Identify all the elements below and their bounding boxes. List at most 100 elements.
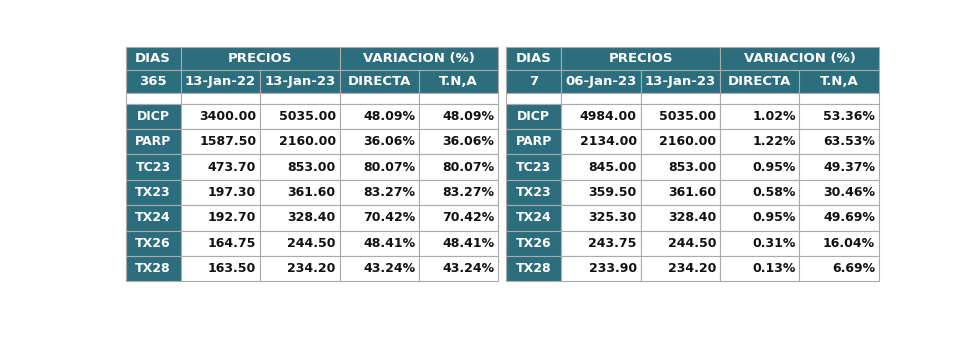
Bar	[641, 180, 720, 205]
Text: TC23: TC23	[135, 161, 171, 174]
Text: 365: 365	[139, 75, 167, 88]
Bar	[641, 205, 720, 231]
Bar	[506, 93, 562, 103]
Bar	[506, 46, 562, 70]
Bar	[340, 46, 499, 70]
Bar	[260, 129, 340, 154]
Text: 325.30: 325.30	[589, 212, 637, 224]
Text: 361.60: 361.60	[287, 186, 336, 199]
Text: TX23: TX23	[515, 186, 552, 199]
Bar	[720, 256, 800, 281]
Text: 53.36%: 53.36%	[823, 110, 875, 123]
Text: 853.00: 853.00	[287, 161, 336, 174]
Text: 0.95%: 0.95%	[753, 161, 796, 174]
Text: 43.24%: 43.24%	[442, 262, 495, 275]
Text: 853.00: 853.00	[668, 161, 716, 174]
Text: DICP: DICP	[517, 110, 550, 123]
Text: 48.09%: 48.09%	[443, 110, 495, 123]
Bar	[800, 231, 879, 256]
Bar	[641, 70, 720, 93]
Bar	[125, 129, 180, 154]
Text: DIAS: DIAS	[515, 52, 552, 65]
Text: DICP: DICP	[136, 110, 170, 123]
Bar	[125, 46, 180, 70]
Bar	[506, 180, 562, 205]
Bar	[180, 129, 260, 154]
Text: 13-Jan-23: 13-Jan-23	[265, 75, 335, 88]
Bar	[340, 70, 419, 93]
Text: 244.50: 244.50	[667, 237, 716, 250]
Bar	[720, 231, 800, 256]
Text: 163.50: 163.50	[208, 262, 257, 275]
Bar	[641, 231, 720, 256]
Text: VARIACION (%): VARIACION (%)	[363, 52, 475, 65]
Bar	[419, 70, 499, 93]
Bar	[125, 93, 180, 103]
Text: 192.70: 192.70	[208, 212, 257, 224]
Bar	[419, 256, 499, 281]
Text: DIRECTA: DIRECTA	[348, 75, 411, 88]
Bar	[180, 70, 260, 93]
Text: 7: 7	[529, 75, 538, 88]
Bar	[562, 46, 720, 70]
Bar	[562, 256, 641, 281]
Text: 43.24%: 43.24%	[363, 262, 416, 275]
Bar	[180, 103, 260, 129]
Bar	[562, 180, 641, 205]
Text: 1587.50: 1587.50	[199, 135, 257, 148]
Bar	[340, 205, 419, 231]
Bar	[125, 103, 180, 129]
Text: 36.06%: 36.06%	[443, 135, 495, 148]
Bar	[562, 129, 641, 154]
Bar	[340, 256, 419, 281]
Text: 234.20: 234.20	[287, 262, 336, 275]
Bar	[641, 93, 720, 103]
Bar	[800, 154, 879, 180]
Bar	[720, 70, 800, 93]
Bar	[800, 93, 879, 103]
Bar	[419, 129, 499, 154]
Text: 48.41%: 48.41%	[442, 237, 495, 250]
Text: 243.75: 243.75	[588, 237, 637, 250]
Text: T.N,A: T.N,A	[439, 75, 478, 88]
Bar	[180, 256, 260, 281]
Bar	[720, 103, 800, 129]
Bar	[641, 154, 720, 180]
Text: TX24: TX24	[135, 212, 172, 224]
Bar	[641, 103, 720, 129]
Bar	[260, 180, 340, 205]
Bar	[340, 154, 419, 180]
Bar	[562, 103, 641, 129]
Text: 2134.00: 2134.00	[580, 135, 637, 148]
Bar	[562, 205, 641, 231]
Bar	[720, 180, 800, 205]
Bar	[125, 256, 180, 281]
Bar	[720, 93, 800, 103]
Bar	[641, 256, 720, 281]
Text: TX28: TX28	[515, 262, 552, 275]
Text: 361.60: 361.60	[668, 186, 716, 199]
Text: 80.07%: 80.07%	[442, 161, 495, 174]
Bar	[125, 70, 180, 93]
Bar	[506, 154, 562, 180]
Bar	[506, 129, 562, 154]
Text: PRECIOS: PRECIOS	[609, 52, 673, 65]
Bar	[641, 129, 720, 154]
Bar	[125, 154, 180, 180]
Bar	[800, 180, 879, 205]
Text: 0.13%: 0.13%	[753, 262, 796, 275]
Text: T.N,A: T.N,A	[820, 75, 858, 88]
Text: DIRECTA: DIRECTA	[728, 75, 792, 88]
Text: 473.70: 473.70	[208, 161, 257, 174]
Bar	[260, 103, 340, 129]
Text: 197.30: 197.30	[208, 186, 257, 199]
Text: 4984.00: 4984.00	[580, 110, 637, 123]
Text: 328.40: 328.40	[287, 212, 336, 224]
Text: PARP: PARP	[515, 135, 552, 148]
Bar	[180, 231, 260, 256]
Bar	[562, 231, 641, 256]
Bar	[720, 129, 800, 154]
Bar	[340, 180, 419, 205]
Text: PRECIOS: PRECIOS	[228, 52, 292, 65]
Text: 70.42%: 70.42%	[363, 212, 416, 224]
